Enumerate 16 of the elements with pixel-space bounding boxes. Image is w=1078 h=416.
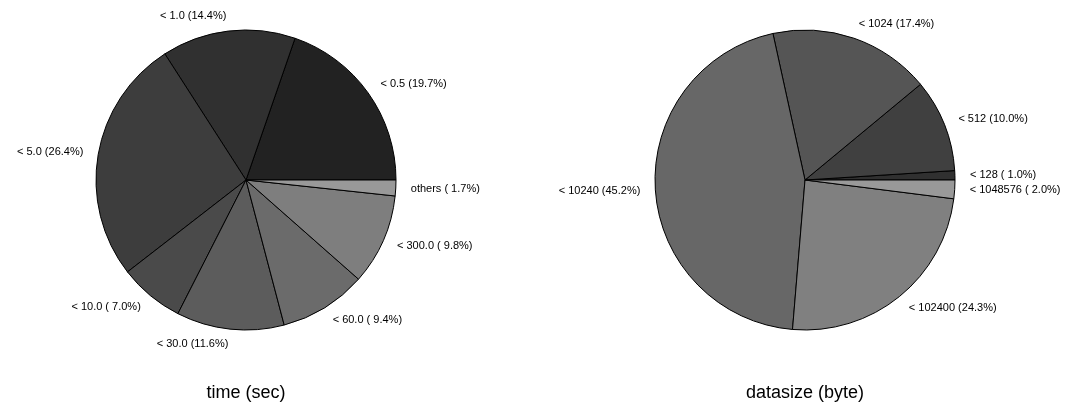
- slice-label: < 5.0 (26.4%): [17, 145, 84, 158]
- text: datasize (byte): [745, 382, 865, 402]
- text: time (sec): [206, 382, 286, 402]
- slice-label: < 300.0 ( 9.8%): [397, 239, 473, 252]
- slice-label: < 10240 (45.2%): [558, 183, 641, 196]
- slice-label: < 102400 (24.3%): [908, 301, 997, 314]
- slice-label: < 0.5 (19.7%): [380, 77, 447, 90]
- slice-label: < 1048576 ( 2.0%): [969, 183, 1061, 196]
- slice-label: < 1024 (17.4%): [858, 17, 935, 29]
- slice-label: < 30.0 (11.6%): [156, 337, 229, 350]
- slice-label: others ( 1.7%): [410, 181, 480, 194]
- slice-label: < 128 ( 1.0%): [969, 167, 1037, 180]
- slice-label: < 1.0 (14.4%): [160, 9, 227, 22]
- slice-label: < 10.0 ( 7.0%): [71, 300, 141, 313]
- slice-label: < 512 (10.0%): [958, 112, 1028, 125]
- slice-label: < 60.0 ( 9.4%): [332, 313, 403, 326]
